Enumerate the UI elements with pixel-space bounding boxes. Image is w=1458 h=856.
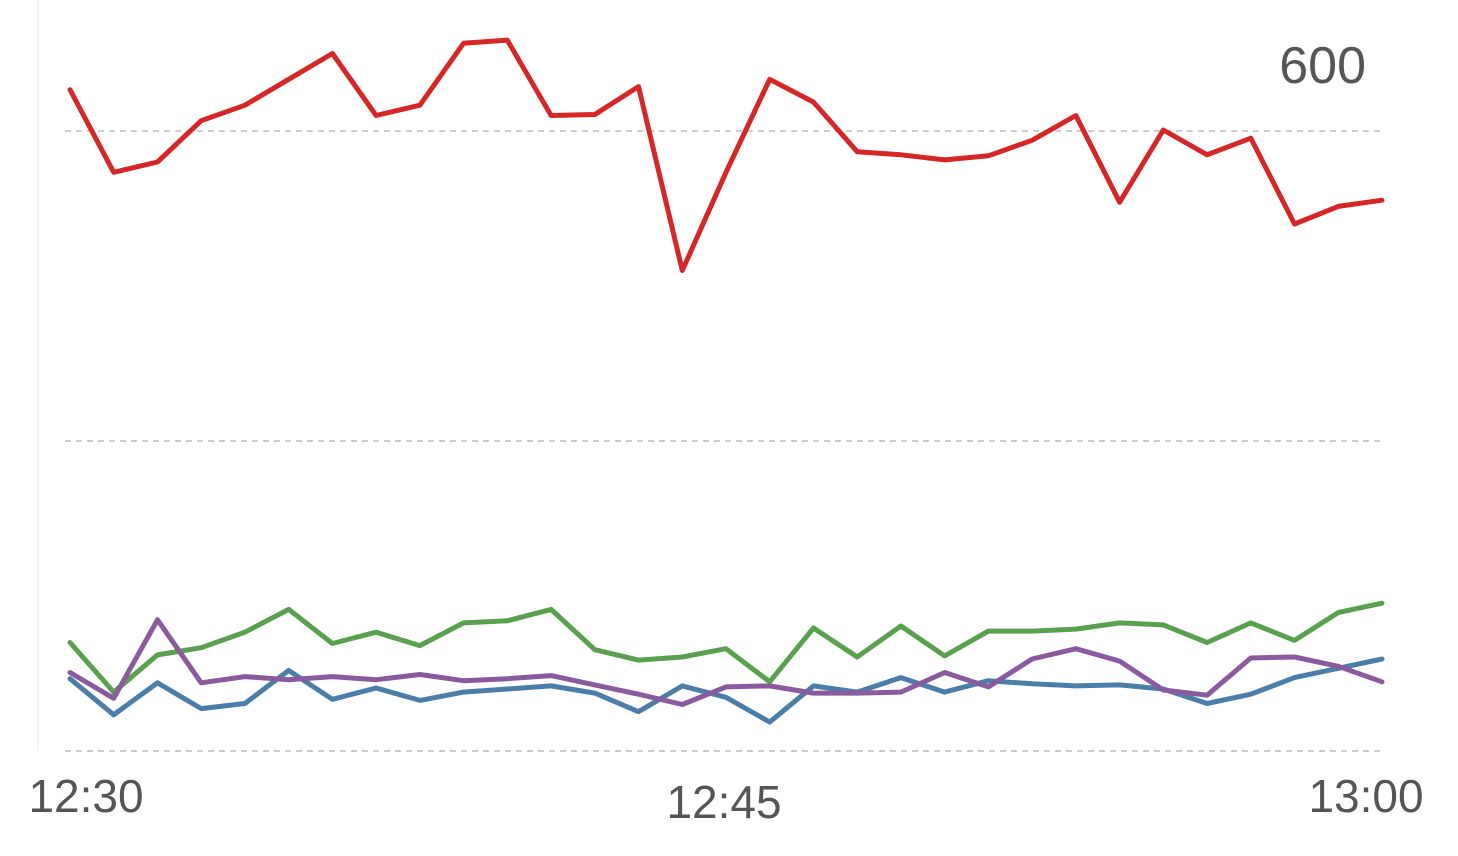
series-layer bbox=[67, 37, 1385, 725]
x-tick-label: 13:00 bbox=[1308, 770, 1423, 822]
series-line-1 bbox=[67, 600, 1385, 695]
label-layer: 600 12:30 12:45 13:00 bbox=[28, 37, 1423, 828]
y-tick-label: 600 bbox=[1279, 37, 1366, 95]
grid-layer bbox=[65, 130, 1385, 752]
series-line-0 bbox=[67, 37, 1385, 273]
series-line-3 bbox=[67, 617, 1385, 707]
x-tick-label: 12:30 bbox=[28, 770, 143, 822]
x-tick-label: 12:45 bbox=[666, 776, 781, 828]
